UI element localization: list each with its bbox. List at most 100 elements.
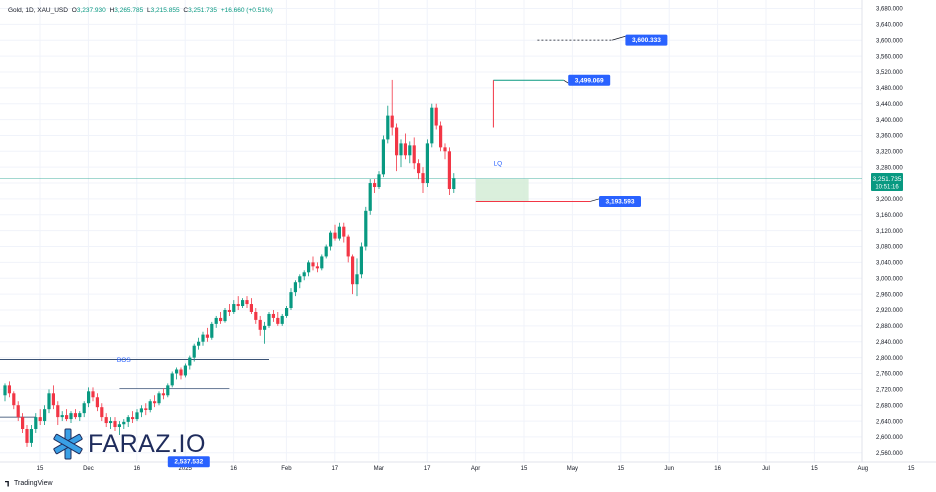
price-label-box[interactable] (568, 74, 611, 86)
candle-body[interactable] (421, 173, 425, 184)
candle-body[interactable] (236, 304, 240, 307)
candle-body[interactable] (51, 393, 55, 406)
candle-body[interactable] (82, 403, 86, 414)
candle-body[interactable] (126, 417, 130, 422)
candle-body[interactable] (16, 405, 20, 418)
candle-body[interactable] (430, 107, 434, 144)
candle-body[interactable] (364, 210, 368, 247)
candle-body[interactable] (12, 393, 16, 406)
candle-body[interactable] (183, 365, 187, 376)
candle-body[interactable] (315, 266, 319, 269)
candle-body[interactable] (95, 397, 99, 408)
candle-body[interactable] (78, 413, 82, 418)
candle-body[interactable] (69, 413, 73, 420)
candle-body[interactable] (258, 319, 262, 330)
candle-body[interactable] (342, 226, 346, 237)
price-label-box[interactable] (625, 34, 668, 46)
candle-body[interactable] (104, 417, 108, 424)
candle-body[interactable] (34, 417, 38, 430)
candle-body[interactable] (439, 125, 443, 148)
candle-body[interactable] (232, 304, 236, 312)
candle-body[interactable] (320, 256, 324, 269)
candle-body[interactable] (395, 127, 399, 156)
candle-body[interactable] (311, 262, 315, 267)
candle-body[interactable] (373, 183, 377, 188)
candle-body[interactable] (3, 385, 7, 396)
candle-body[interactable] (271, 313, 275, 318)
candle-body[interactable] (298, 276, 302, 283)
candle-body[interactable] (197, 341, 201, 346)
candle-body[interactable] (38, 417, 42, 422)
tradingview-brand[interactable]: TradingView (5, 480, 53, 487)
candle-body[interactable] (21, 417, 25, 430)
candle-body[interactable] (254, 311, 258, 320)
candle-body[interactable] (60, 415, 64, 418)
candle-body[interactable] (289, 292, 293, 309)
candle-body[interactable] (25, 429, 29, 443)
candle-body[interactable] (359, 246, 363, 275)
candle-body[interactable] (302, 272, 306, 277)
candle-body[interactable] (223, 309, 227, 322)
candle-body[interactable] (205, 334, 209, 338)
candle-body[interactable] (135, 412, 139, 420)
candle-body[interactable] (117, 424, 121, 428)
candle-body[interactable] (109, 421, 113, 424)
candle-body[interactable] (355, 274, 359, 285)
candle-body[interactable] (443, 147, 447, 152)
candle-body[interactable] (175, 369, 179, 374)
candle-body[interactable] (434, 107, 438, 126)
candle-body[interactable] (245, 300, 249, 305)
candle-body[interactable] (351, 256, 355, 285)
candle-body[interactable] (56, 405, 60, 418)
candle-body[interactable] (188, 357, 192, 366)
candle-body[interactable] (377, 174, 381, 188)
candle-body[interactable] (91, 391, 95, 398)
symbol-title[interactable]: Gold, 1D, XAU_USD (8, 7, 68, 14)
candle-body[interactable] (324, 246, 328, 257)
candle-body[interactable] (144, 408, 148, 410)
candle-body[interactable] (346, 236, 350, 257)
candle-body[interactable] (122, 421, 126, 425)
candle-body[interactable] (408, 145, 412, 156)
candle-body[interactable] (73, 413, 77, 418)
candle-body[interactable] (403, 143, 407, 156)
candle-body[interactable] (227, 309, 231, 312)
candle-body[interactable] (139, 408, 143, 413)
candle-body[interactable] (29, 429, 33, 443)
candle-body[interactable] (337, 226, 341, 239)
candle-body[interactable] (425, 143, 429, 184)
candle-body[interactable] (452, 178, 456, 189)
candle-body[interactable] (7, 385, 11, 394)
candle-body[interactable] (267, 313, 271, 326)
candles[interactable] (3, 79, 456, 447)
candle-body[interactable] (447, 151, 451, 189)
candle-body[interactable] (87, 391, 91, 404)
candle-body[interactable] (249, 304, 253, 312)
candle-body[interactable] (148, 401, 152, 410)
candle-body[interactable] (329, 232, 333, 247)
candle-body[interactable] (368, 183, 372, 211)
candle-body[interactable] (390, 115, 394, 128)
candle-body[interactable] (210, 323, 214, 338)
candle-body[interactable] (293, 282, 297, 293)
candle-body[interactable] (276, 317, 280, 324)
candle-body[interactable] (170, 373, 174, 386)
candle-body[interactable] (192, 345, 196, 358)
candle-body[interactable] (241, 300, 245, 307)
candle-body[interactable] (157, 393, 161, 404)
candle-body[interactable] (417, 163, 421, 174)
candle-body[interactable] (179, 369, 183, 376)
candle-body[interactable] (100, 407, 104, 418)
candle-body[interactable] (47, 393, 51, 410)
candle-body[interactable] (214, 317, 218, 324)
candle-body[interactable] (399, 143, 403, 156)
candle-body[interactable] (285, 308, 289, 316)
price-label-box[interactable] (599, 195, 641, 207)
candle-body[interactable] (43, 409, 47, 422)
candle-body[interactable] (263, 325, 267, 330)
candle-body[interactable] (412, 145, 416, 164)
candle-body[interactable] (307, 262, 311, 273)
candle-body[interactable] (219, 317, 223, 322)
candle-body[interactable] (333, 232, 337, 239)
